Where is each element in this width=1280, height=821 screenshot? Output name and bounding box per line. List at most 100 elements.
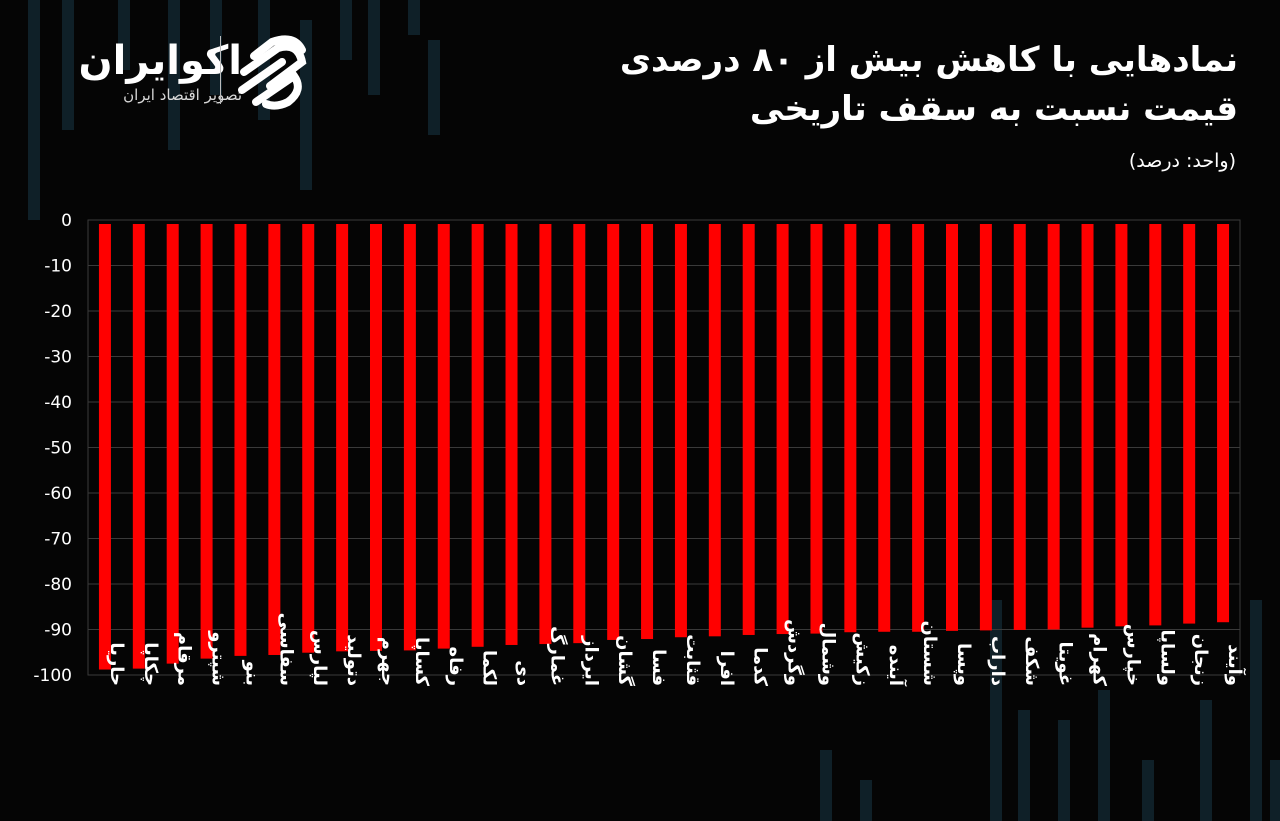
bar [1081,224,1094,628]
bar [979,224,992,631]
chart-title-line-2: قیمت نسبت به سقف تاریخی [749,89,1238,129]
brand-logo: اکوایران تصویر اقتصاد ایران [40,30,320,120]
x-tick-label: مرقام [174,632,195,686]
bar [1183,224,1196,624]
bar [878,224,891,632]
bar [132,224,145,669]
x-tick-label: جهرم [377,637,398,686]
bar [912,224,925,632]
decor-candle [860,780,872,821]
y-tick-label: -70 [44,530,72,550]
decor-candle [1018,710,1030,821]
y-tick-label: -40 [44,393,72,413]
decor-candle [990,600,1002,821]
y-tick-label: -80 [44,575,72,595]
bar [1149,224,1162,626]
x-tick-label: وگردش [784,619,806,686]
x-tick-label: افرا [716,651,737,686]
y-tick-label: -10 [44,257,72,277]
x-tick-label: فسا [648,649,669,686]
bar [98,224,111,670]
logo-divider [220,36,221,104]
x-tick-label: خپارس [1122,624,1143,686]
bar [200,224,213,659]
x-tick-label: ایرداز [580,635,601,686]
bar [1013,224,1026,630]
decor-candle [820,750,832,821]
x-tick-label: شستان [919,621,940,687]
bar [166,224,179,664]
y-tick-label: -90 [44,621,72,641]
bar [742,224,755,635]
decor-candle [1270,760,1280,821]
decor-candle [428,40,440,135]
brand-mark-icon [238,35,307,110]
y-tick-label: -50 [44,439,72,459]
x-tick-label: دی [513,660,534,686]
x-tick-label: شکف [1021,636,1042,686]
x-tick-label: حاریا [106,642,127,686]
bar [946,224,958,631]
bar [573,224,586,644]
y-tick-label: -60 [44,484,72,504]
bar [708,224,721,637]
bar [607,224,620,640]
x-tick-label: آینده [885,645,908,687]
x-tick-label: کساپا [411,637,432,687]
x-tick-label: زنجان [1190,634,1211,686]
bar [776,224,789,635]
x-tick-label: غویتا [1055,642,1076,686]
x-tick-label: چکاپا [140,642,161,686]
x-tick-label: گشان [614,635,636,686]
bar [641,224,654,640]
decor-candle [1142,760,1154,821]
bar [844,224,857,633]
x-tick-label: وشمال [817,623,838,686]
bar [1217,224,1230,623]
bar [471,224,484,647]
x-tick-label: بنو [241,660,262,686]
bar [302,224,315,653]
decor-candle [1250,600,1262,821]
x-tick-label: وآیند [1224,644,1247,686]
decor-candle [210,0,222,95]
bar [336,224,349,652]
x-tick-label: سفاسی [275,613,296,686]
decor-candle [62,0,74,130]
y-tick-label: 0 [61,211,72,231]
bar [1047,224,1060,630]
decor-candle [1058,720,1070,821]
unit-label: (واحد: درصد) [1128,150,1236,172]
decor-candle [368,0,380,95]
x-tick-label: رفاه [445,646,466,686]
bar [234,224,247,656]
x-tick-label: غمارگ [546,626,568,686]
bar-chart: 0 -10 -20 -30 -40 -50 -60 -70 -80 -90 -100 حاریا چکا… [33,211,1247,687]
chart-title: نمادهایی با کاهش بیش از ۸۰ درصدی قیمت نس… [478,36,1238,134]
decor-candle [408,0,420,35]
bar [674,224,687,638]
x-tick-label: داراب [987,636,1008,686]
y-tick-label: -100 [33,666,72,686]
decor-candle [28,0,40,220]
x-tick-label: شپترو [208,630,229,686]
brand-name: اکوایران [78,38,242,84]
bar [539,224,552,645]
bar [810,224,823,634]
x-tick-label: دتولید [343,634,364,686]
bar [403,224,416,651]
decor-candle [340,0,352,60]
y-tick-label: -30 [44,348,72,368]
x-tick-label: ولساپا [1156,629,1177,686]
decor-candle [1098,690,1110,821]
x-tick-label: وپسا [953,643,974,686]
decor-candle [1200,700,1212,821]
chart-title-line-1: نمادهایی با کاهش بیش از ۸۰ درصدی [619,40,1238,80]
bar [1115,224,1128,627]
decor-candle [168,0,180,150]
x-tick-label: کهرام [1089,633,1110,686]
x-tick-label: قثابت [682,634,703,686]
x-tick-label: کدما [750,647,771,686]
bar [437,224,450,649]
